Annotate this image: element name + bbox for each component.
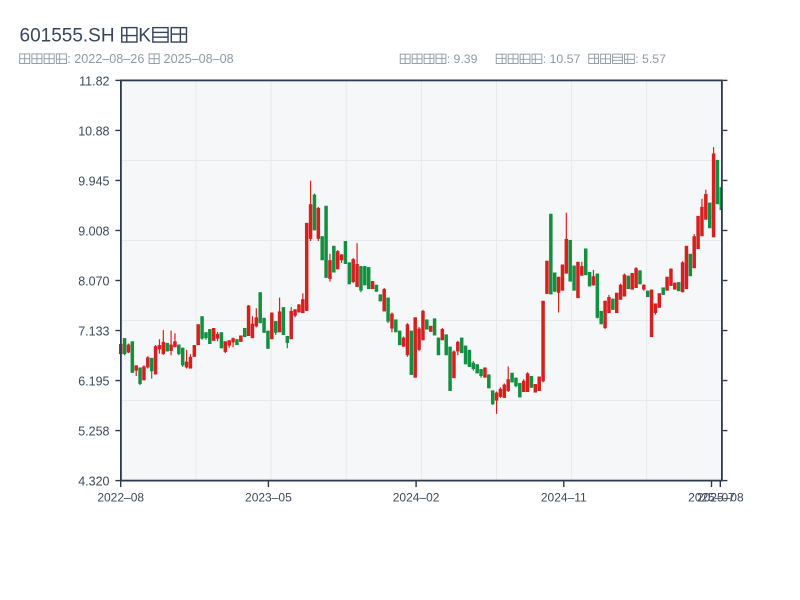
svg-text:2022–08: 2022–08 [97,491,144,505]
svg-text:9.945: 9.945 [78,174,109,188]
svg-text:5.258: 5.258 [78,425,109,439]
svg-text:2024–02: 2024–02 [393,491,440,505]
svg-text:601555.SH: 601555.SH [20,25,120,46]
svg-text:2025–07: 2025–07 [688,491,735,505]
svg-text:: 10.57: : 10.57 [543,52,581,66]
svg-text:2025–08–08: 2025–08–08 [160,52,234,66]
svg-text:2023–05: 2023–05 [245,491,292,505]
svg-text:: 9.39: : 9.39 [447,52,478,66]
svg-text:7.133: 7.133 [78,325,109,339]
svg-text:6.195: 6.195 [78,375,109,389]
svg-text:: 2022–08–26: : 2022–08–26 [67,52,148,66]
svg-text:10.88: 10.88 [78,124,109,138]
svg-text:K: K [138,25,151,46]
svg-text:8.070: 8.070 [78,275,109,289]
svg-text:9.008: 9.008 [78,224,109,238]
svg-text:2025–08: 2025–08 [697,491,744,505]
svg-text:2024–11: 2024–11 [541,491,587,505]
svg-text:: 5.57: : 5.57 [635,52,666,66]
svg-text:4.320: 4.320 [78,475,109,489]
svg-text:11.82: 11.82 [79,74,109,88]
